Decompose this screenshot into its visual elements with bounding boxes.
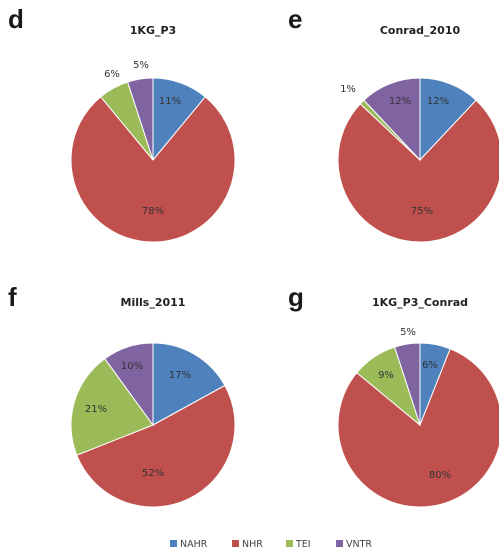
pie-panel-d: d 1KG_P3 11% 78% 6% 5%: [8, 4, 236, 243]
slice-label-nahr: 17%: [169, 370, 191, 381]
legend-label: TEI: [295, 539, 311, 550]
slice-label-vntr: 12%: [389, 96, 411, 107]
panel-letter: e: [288, 4, 302, 34]
slice-label-nhr: 78%: [142, 206, 164, 217]
legend-swatch: [286, 540, 293, 547]
pie-slice-nhr: [337, 348, 499, 508]
pie-panel-e: e Conrad_2010 12% 75% 1% 12%: [288, 4, 499, 243]
slice-label-nhr: 75%: [411, 206, 433, 217]
slice-label-nahr: 6%: [422, 360, 438, 371]
panel-letter: d: [8, 4, 24, 34]
slice-label-vntr: 5%: [400, 327, 416, 338]
legend: NAHR NHR TEI VNTR: [170, 539, 372, 550]
slice-label-tei: 21%: [85, 404, 107, 415]
panel-letter: g: [288, 282, 304, 312]
slice-label-nahr: 11%: [159, 96, 181, 107]
pie-slice-nahr: [152, 342, 226, 426]
legend-swatch: [232, 540, 239, 547]
pie-panel-g: g 1KG_P3_Conrad 6% 80% 9% 5%: [288, 282, 499, 508]
legend-item-nhr: NHR: [232, 539, 263, 550]
pie-slice-vntr: [394, 342, 421, 426]
pie-title: Mills_2011: [121, 296, 186, 309]
panel-letter: f: [8, 282, 17, 312]
legend-label: NHR: [242, 539, 263, 550]
pie-panel-f: f Mills_2011 17% 52% 21% 10%: [8, 282, 236, 508]
pie-slice-tei: [70, 357, 154, 456]
legend-item-nahr: NAHR: [170, 539, 208, 550]
pie-slice-nhr: [76, 384, 236, 508]
slice-label-nahr: 12%: [427, 96, 449, 107]
legend-item-vntr: VNTR: [336, 539, 372, 550]
slice-label-nhr: 80%: [429, 470, 451, 481]
pie-slice-nhr: [70, 96, 236, 243]
pie-title: 1KG_P3_Conrad: [372, 296, 468, 309]
pie-slice-vntr: [363, 77, 421, 162]
pie-slice-vntr: [127, 77, 154, 161]
legend-label: VNTR: [346, 539, 372, 550]
pie-slice-vntr: [104, 342, 154, 427]
slice-label-vntr: 10%: [121, 361, 143, 372]
legend-item-tei: TEI: [286, 539, 311, 550]
legend-swatch: [336, 540, 343, 547]
slice-label-vntr: 5%: [133, 60, 149, 71]
slice-label-tei: 1%: [340, 84, 356, 95]
slice-label-nhr: 52%: [142, 468, 164, 479]
pie-slice-nahr: [419, 77, 477, 162]
pie-title: Conrad_2010: [380, 24, 461, 37]
pie-title: 1KG_P3: [130, 24, 176, 37]
slice-label-tei: 6%: [104, 69, 120, 80]
slice-label-tei: 9%: [378, 370, 394, 381]
legend-swatch: [170, 540, 177, 547]
pie-slice-nhr: [337, 99, 499, 243]
legend-label: NAHR: [180, 539, 208, 550]
